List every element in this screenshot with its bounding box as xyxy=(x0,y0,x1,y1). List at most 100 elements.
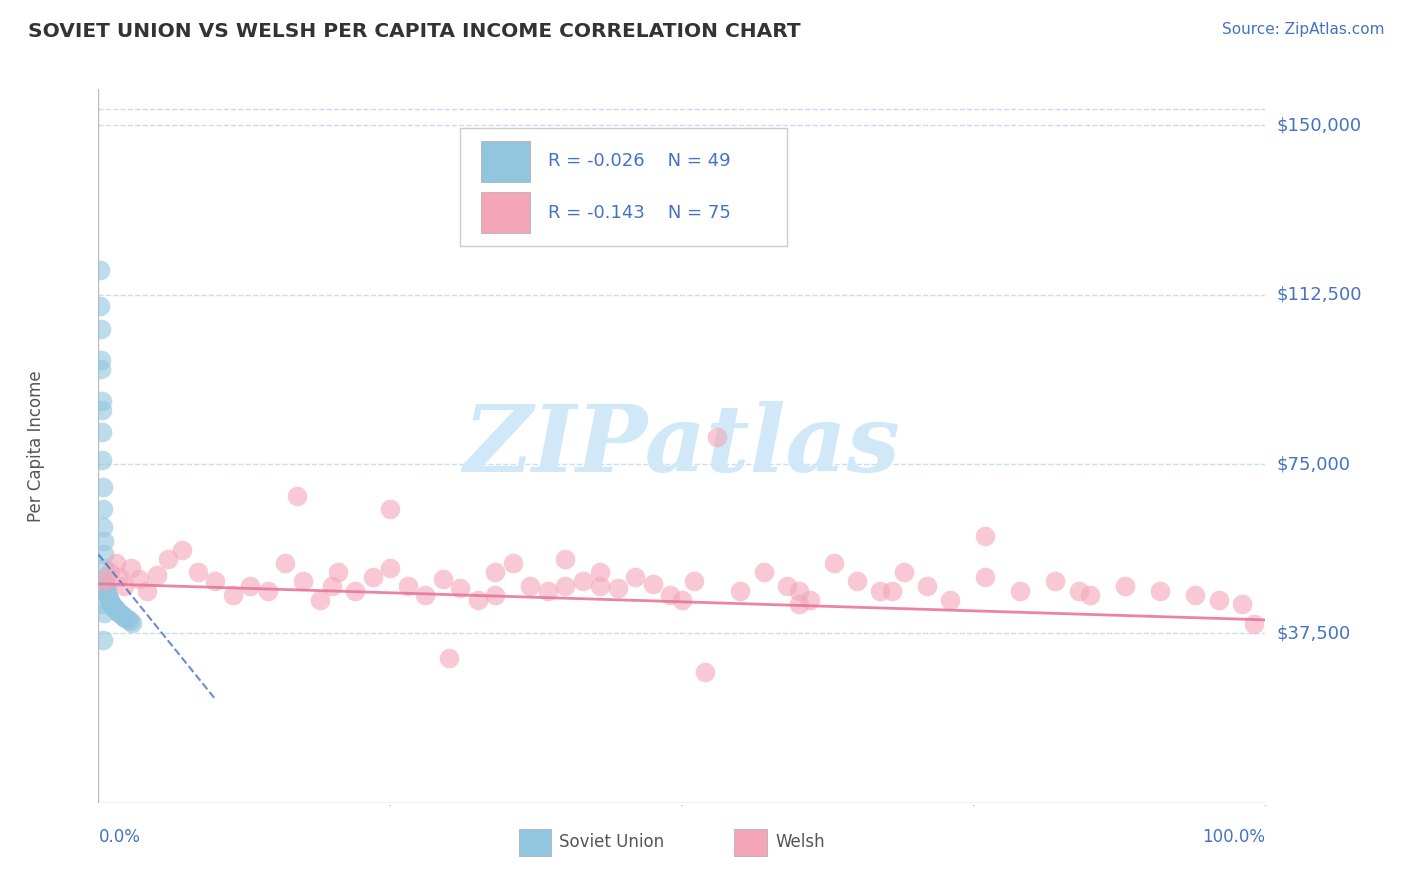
Point xyxy=(787,597,810,611)
Point xyxy=(589,566,612,580)
Point xyxy=(823,557,845,571)
Point xyxy=(274,557,297,571)
Point xyxy=(93,548,115,562)
Text: SOVIET UNION VS WELSH PER CAPITA INCOME CORRELATION CHART: SOVIET UNION VS WELSH PER CAPITA INCOME … xyxy=(28,22,801,41)
Point xyxy=(98,594,121,608)
Point xyxy=(776,579,799,593)
Point xyxy=(117,612,139,626)
Text: Welsh: Welsh xyxy=(775,833,825,851)
Point xyxy=(91,633,114,648)
Point xyxy=(752,566,775,580)
Point xyxy=(519,579,541,593)
Point xyxy=(974,529,997,543)
Point xyxy=(93,606,115,620)
Text: $112,500: $112,500 xyxy=(1277,285,1362,303)
Point xyxy=(104,602,127,616)
Point xyxy=(641,576,664,591)
Point xyxy=(100,597,122,611)
Point xyxy=(90,393,112,408)
Point xyxy=(846,574,869,589)
Point xyxy=(326,566,349,580)
Point xyxy=(118,614,141,628)
Point xyxy=(96,583,118,598)
Point xyxy=(432,572,454,586)
Text: 100.0%: 100.0% xyxy=(1202,828,1265,846)
Point xyxy=(880,583,903,598)
Point xyxy=(467,592,489,607)
Point xyxy=(101,599,124,613)
Point xyxy=(90,597,112,611)
Point xyxy=(97,591,120,606)
Point xyxy=(571,574,593,589)
Point xyxy=(221,588,243,602)
Point xyxy=(101,598,124,612)
Point xyxy=(589,579,612,593)
Point xyxy=(90,425,112,440)
Point xyxy=(136,583,159,598)
Point xyxy=(90,452,112,467)
Point xyxy=(915,579,938,593)
Point xyxy=(97,593,120,607)
Point xyxy=(706,430,728,444)
FancyBboxPatch shape xyxy=(481,141,530,182)
Point xyxy=(799,592,821,607)
Point xyxy=(554,579,576,593)
Text: Source: ZipAtlas.com: Source: ZipAtlas.com xyxy=(1222,22,1385,37)
Point xyxy=(121,615,143,630)
Point xyxy=(380,502,402,516)
Point xyxy=(103,600,125,615)
Point xyxy=(682,574,704,589)
Point xyxy=(787,583,810,598)
Point xyxy=(97,591,120,605)
Point xyxy=(110,607,132,621)
Point xyxy=(1080,588,1102,602)
Point xyxy=(94,570,117,584)
Point xyxy=(1208,592,1230,607)
Text: 0.0%: 0.0% xyxy=(98,828,141,846)
Point xyxy=(449,581,471,595)
Point xyxy=(91,480,114,494)
Text: Soviet Union: Soviet Union xyxy=(560,833,665,851)
Text: $75,000: $75,000 xyxy=(1277,455,1351,473)
Point xyxy=(90,402,112,417)
Point xyxy=(484,566,506,580)
Point xyxy=(321,579,343,593)
Point xyxy=(939,592,962,607)
Point xyxy=(172,542,194,557)
Point xyxy=(1243,617,1265,632)
Point xyxy=(437,651,460,665)
Point xyxy=(146,567,169,582)
Point xyxy=(554,552,576,566)
Point xyxy=(204,574,226,589)
Point xyxy=(659,588,682,602)
Point xyxy=(157,552,180,566)
Point xyxy=(108,606,131,620)
Point xyxy=(537,583,560,598)
Point xyxy=(285,489,308,503)
Point xyxy=(90,353,112,368)
Point xyxy=(98,566,121,580)
Point xyxy=(239,579,262,593)
Point xyxy=(107,605,129,619)
Point xyxy=(112,609,135,624)
Point xyxy=(187,566,209,580)
Point xyxy=(1149,583,1171,598)
Point xyxy=(111,608,134,623)
Point xyxy=(730,583,752,598)
Point xyxy=(1114,579,1136,593)
Point xyxy=(120,561,142,575)
Point xyxy=(104,603,127,617)
Point xyxy=(91,502,114,516)
Point xyxy=(606,581,628,595)
Text: ZIPatlas: ZIPatlas xyxy=(464,401,900,491)
Point xyxy=(1184,588,1206,602)
FancyBboxPatch shape xyxy=(734,830,768,856)
Point xyxy=(974,570,997,584)
FancyBboxPatch shape xyxy=(481,192,530,234)
Point xyxy=(93,574,115,589)
Point xyxy=(100,596,122,610)
Point xyxy=(1045,574,1067,589)
Point xyxy=(104,557,127,571)
Point xyxy=(108,570,131,584)
Point xyxy=(1067,583,1090,598)
